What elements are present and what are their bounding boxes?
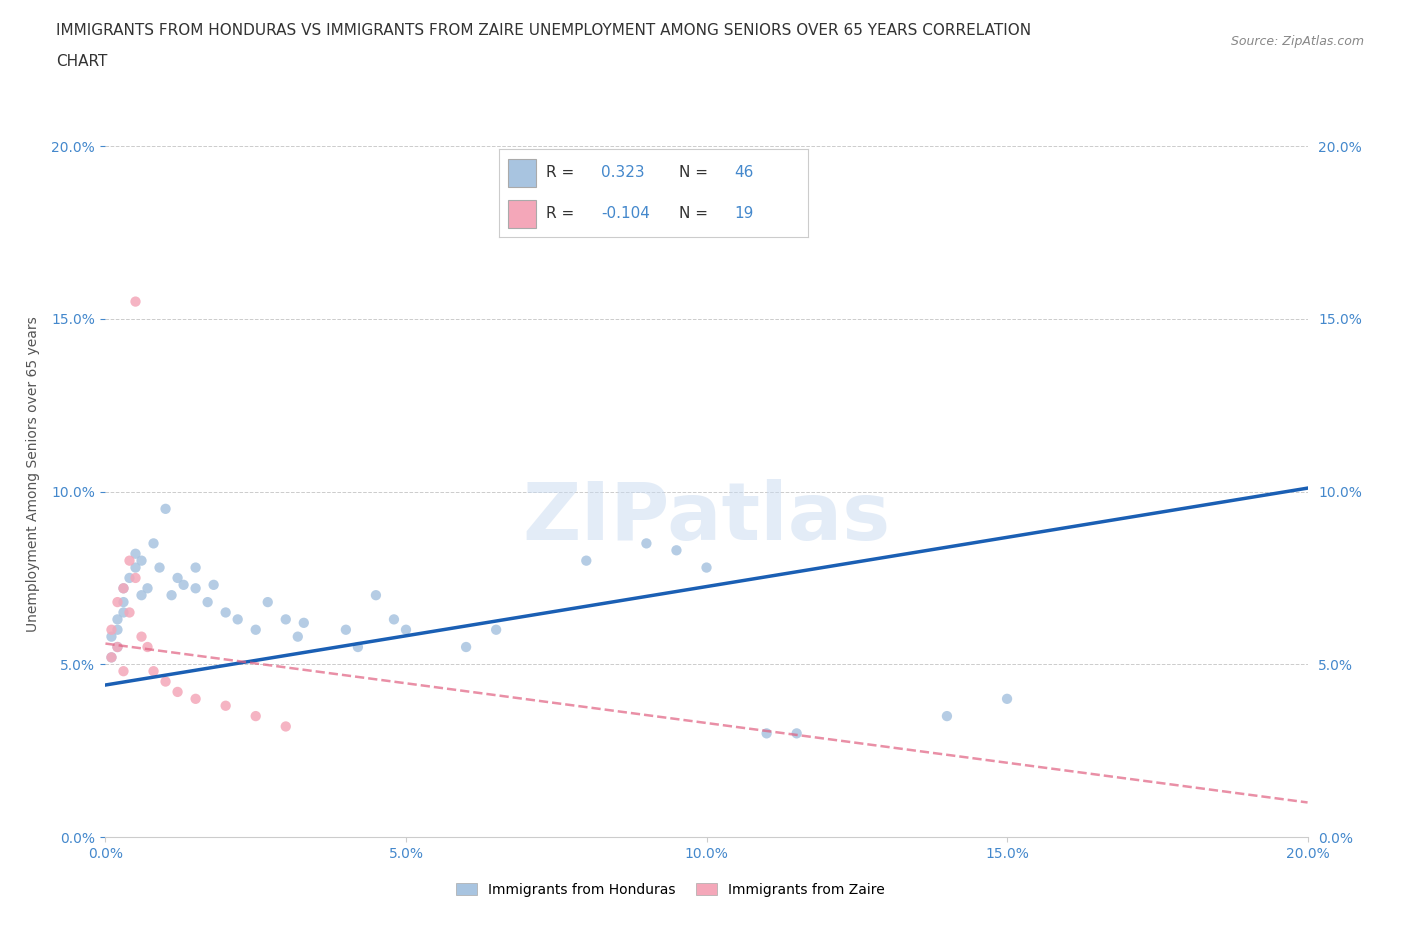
Point xyxy=(274,719,297,734)
Point xyxy=(485,622,508,637)
Point xyxy=(100,622,122,637)
Point xyxy=(155,674,177,689)
Point xyxy=(184,691,207,706)
Text: R =: R = xyxy=(546,206,579,220)
Point xyxy=(166,684,188,699)
Point xyxy=(245,709,267,724)
Point xyxy=(107,640,129,655)
Point xyxy=(112,664,135,679)
Text: 46: 46 xyxy=(734,166,754,180)
Point xyxy=(786,726,808,741)
Point xyxy=(184,581,207,596)
Text: N =: N = xyxy=(679,166,713,180)
Text: R =: R = xyxy=(546,166,579,180)
Point xyxy=(118,570,141,585)
Point xyxy=(292,616,315,631)
Point xyxy=(131,588,153,603)
Point xyxy=(142,536,165,551)
Point xyxy=(755,726,778,741)
Legend: Immigrants from Honduras, Immigrants from Zaire: Immigrants from Honduras, Immigrants fro… xyxy=(450,878,890,903)
Point xyxy=(107,622,129,637)
Text: CHART: CHART xyxy=(56,54,108,69)
Point xyxy=(142,664,165,679)
Point xyxy=(131,553,153,568)
Point xyxy=(245,622,267,637)
Point xyxy=(256,594,278,609)
Point xyxy=(107,594,129,609)
Point xyxy=(166,570,188,585)
Text: IMMIGRANTS FROM HONDURAS VS IMMIGRANTS FROM ZAIRE UNEMPLOYMENT AMONG SENIORS OVE: IMMIGRANTS FROM HONDURAS VS IMMIGRANTS F… xyxy=(56,23,1032,38)
Point xyxy=(226,612,249,627)
Point xyxy=(202,578,225,592)
Point xyxy=(112,581,135,596)
FancyBboxPatch shape xyxy=(509,158,536,187)
Point xyxy=(107,612,129,627)
Point xyxy=(112,581,135,596)
Y-axis label: Unemployment Among Seniors over 65 years: Unemployment Among Seniors over 65 years xyxy=(27,316,39,632)
Point xyxy=(118,605,141,620)
Text: 19: 19 xyxy=(734,206,754,220)
Point xyxy=(100,630,122,644)
Point xyxy=(575,553,598,568)
Point xyxy=(100,650,122,665)
Point xyxy=(214,605,236,620)
Point xyxy=(274,612,297,627)
Point xyxy=(995,691,1018,706)
Text: 0.323: 0.323 xyxy=(602,166,645,180)
Point xyxy=(124,560,146,575)
Point xyxy=(112,594,135,609)
Text: ZIPatlas: ZIPatlas xyxy=(523,479,890,557)
Point xyxy=(131,630,153,644)
Point xyxy=(636,536,658,551)
Point xyxy=(136,640,159,655)
Point xyxy=(148,560,170,575)
Point xyxy=(155,501,177,516)
Point xyxy=(184,560,207,575)
Point xyxy=(335,622,357,637)
Point xyxy=(214,698,236,713)
Point xyxy=(136,581,159,596)
Point xyxy=(197,594,219,609)
Point xyxy=(112,605,135,620)
Point xyxy=(395,622,418,637)
Point xyxy=(124,546,146,561)
Point xyxy=(173,578,195,592)
Point xyxy=(107,640,129,655)
Point xyxy=(124,294,146,309)
Point xyxy=(118,553,141,568)
FancyBboxPatch shape xyxy=(509,200,536,228)
Point xyxy=(936,709,959,724)
Point xyxy=(454,640,477,655)
Point xyxy=(287,630,309,644)
Text: -0.104: -0.104 xyxy=(602,206,650,220)
Point xyxy=(160,588,183,603)
Point xyxy=(347,640,370,655)
Point xyxy=(382,612,405,627)
Text: Source: ZipAtlas.com: Source: ZipAtlas.com xyxy=(1230,35,1364,48)
Point xyxy=(100,650,122,665)
Text: N =: N = xyxy=(679,206,713,220)
Point xyxy=(696,560,718,575)
Point xyxy=(364,588,387,603)
Point xyxy=(124,570,146,585)
Point xyxy=(665,543,688,558)
